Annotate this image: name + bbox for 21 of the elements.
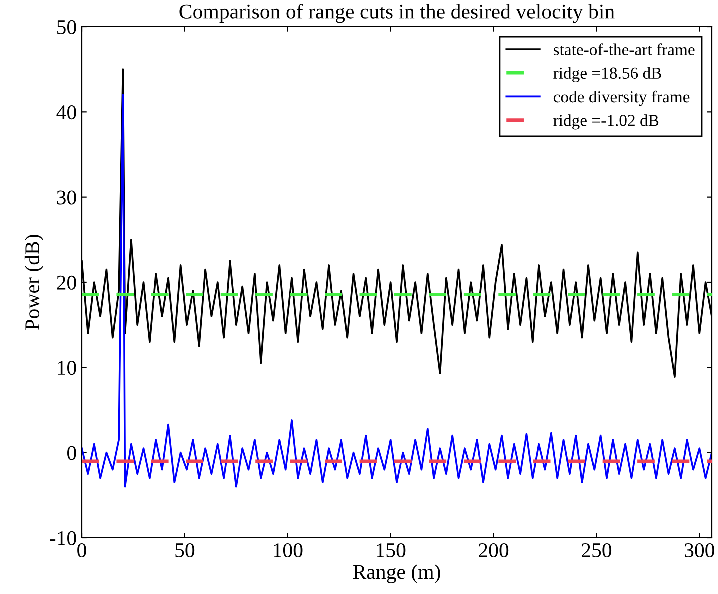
x-axis-title: Range (m) (353, 564, 440, 584)
y-tick-label: 40 (56, 106, 76, 120)
x-tick-label: 150 (377, 543, 406, 558)
x-tick-label: 200 (479, 543, 509, 558)
legend-label: code diversity frame (554, 90, 690, 106)
y-tick-label: -10 (50, 531, 76, 546)
y-tick-label: 0 (68, 446, 76, 460)
legend-label: ridge =-1.02 dB (554, 114, 659, 130)
x-tick-label: 50 (176, 543, 195, 558)
y-tick-label: 20 (57, 276, 76, 290)
y-tick-label: 10 (58, 361, 76, 376)
y-tick-label: 30 (57, 190, 76, 205)
x-tick-label: 0 (78, 543, 86, 558)
x-tick-label: 100 (274, 543, 303, 558)
y-axis-title: Power (dB) (24, 235, 44, 330)
chart-title: Comparison of range cuts in the desired velocity bin (180, 4, 615, 24)
legend-label: ridge =18.56 dB (554, 67, 662, 82)
y-tick-label: 50 (58, 20, 76, 34)
x-tick-label: 250 (582, 543, 612, 558)
x-tick-label: 300 (685, 543, 714, 558)
legend-label: state-of-the-art frame (554, 44, 695, 56)
